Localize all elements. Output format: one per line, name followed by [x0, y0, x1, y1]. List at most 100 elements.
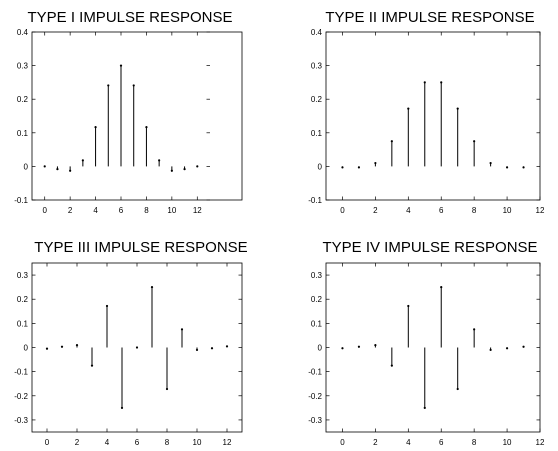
y-tick-label: 0.1: [311, 319, 323, 328]
stem-marker: [407, 107, 410, 110]
stem-marker: [225, 345, 229, 348]
x-tick-label: 10: [503, 438, 512, 447]
stem-marker: [196, 165, 199, 168]
plot-frame: [325, 31, 541, 201]
y-tick-label: -0.1: [308, 368, 322, 377]
x-tick-label: 4: [93, 206, 98, 215]
y-tick-label: 0.1: [311, 129, 323, 138]
x-tick-label: 2: [75, 438, 80, 447]
stem-marker: [522, 345, 525, 348]
stem-marker: [165, 387, 169, 391]
stem-marker: [456, 387, 459, 391]
y-tick-label: -0.2: [14, 392, 28, 401]
y-tick-label: 0.3: [311, 62, 323, 71]
y-tick-label: 0.1: [17, 319, 29, 328]
stem-marker: [60, 345, 64, 348]
panel-title: TYPE I IMPULSE RESPONSE: [27, 9, 232, 26]
y-tick-label: 0.2: [17, 95, 29, 104]
stem-marker: [374, 343, 377, 347]
stem-marker: [341, 347, 344, 350]
stem-marker: [43, 165, 46, 168]
y-tick-label: 0: [24, 344, 29, 353]
panel-type-3: TYPE III IMPULSE RESPONSE 0 2 4 6 8 10 12 -0.3 -…: [14, 239, 248, 447]
x-tick-label: 10: [167, 206, 176, 215]
stem-marker: [158, 159, 161, 162]
y-tick-label: -0.1: [14, 368, 28, 377]
stem-marker: [423, 81, 426, 84]
x-tick-label: 2: [373, 206, 378, 215]
x-tick-label: 10: [503, 206, 512, 215]
stem-marker: [107, 84, 110, 87]
x-tick-label: 10: [193, 438, 202, 447]
stem-marker: [440, 286, 443, 289]
stem-marker: [145, 125, 148, 129]
stem-marker: [505, 166, 509, 169]
stem-marker: [210, 347, 214, 350]
x-tick-label: 4: [406, 438, 411, 447]
y-tick-label: -0.3: [14, 416, 28, 425]
stem-marker: [132, 84, 135, 87]
stem-marker: [75, 343, 79, 347]
stem-marker: [473, 328, 476, 331]
x-tick-label: 0: [340, 438, 345, 447]
stem-marker: [183, 167, 186, 171]
y-tick-label: 0.4: [17, 28, 29, 37]
panel-title: TYPE III IMPULSE RESPONSE: [34, 239, 247, 256]
stem-marker: [119, 64, 123, 67]
stem-marker: [341, 166, 344, 169]
stem-marker: [90, 364, 94, 367]
y-tick-label: -0.1: [308, 196, 322, 205]
panel-title: TYPE IV IMPULSE RESPONSE: [322, 239, 537, 256]
stem-marker: [180, 328, 184, 331]
stem-marker: [423, 406, 426, 409]
stem-marker: [69, 169, 72, 172]
stem-marker: [120, 406, 124, 409]
stem-marker: [456, 107, 459, 110]
x-tick-label: 12: [223, 438, 232, 447]
stem-marker: [357, 345, 361, 348]
x-tick-label: 12: [193, 206, 202, 215]
x-tick-label: 2: [68, 206, 73, 215]
y-tick-label: 0.3: [311, 271, 323, 280]
y-tick-label: 0.1: [17, 129, 29, 138]
y-tick-label: 0: [318, 344, 323, 353]
x-tick-label: 8: [165, 438, 170, 447]
stem-marker: [105, 304, 109, 308]
x-tick-label: 6: [119, 206, 124, 215]
x-tick-label: 6: [439, 438, 444, 447]
stem-marker: [505, 347, 509, 350]
stem-marker: [357, 166, 361, 169]
stem-marker: [489, 161, 492, 165]
stem-marker: [81, 159, 84, 162]
stem-marker: [135, 346, 139, 349]
stem-marker: [390, 140, 393, 143]
x-tick-label: 2: [373, 438, 378, 447]
y-tick-label: -0.3: [308, 416, 322, 425]
stem-marker: [374, 161, 377, 165]
x-tick-label: 0: [45, 438, 50, 447]
x-tick-label: 4: [406, 206, 411, 215]
x-tick-label: 8: [472, 206, 477, 215]
y-tick-label: -0.1: [14, 196, 28, 205]
stem-marker: [45, 347, 49, 350]
stem-marker: [407, 304, 410, 308]
x-tick-label: 0: [42, 206, 47, 215]
x-tick-label: 0: [340, 206, 345, 215]
panel-type-2: TYPE II IMPULSE RESPONSE 0 2 4 6 8 10 12 -0.1 0 0…: [308, 9, 545, 215]
stem-marker: [195, 348, 199, 352]
stem-marker: [170, 169, 173, 172]
panel-type-1: TYPE I IMPULSE RESPONSE 0 2 4 6 8 10 12 -0.1 0 0.…: [14, 9, 243, 215]
stem-marker: [150, 286, 154, 289]
panel-type-4: TYPE IV IMPULSE RESPONSE 0 2 4 6 8 10 12 -0.3 -0…: [308, 239, 545, 447]
y-tick-label: 0: [318, 162, 323, 171]
y-tick-label: 0.2: [311, 295, 323, 304]
y-tick-label: 0.3: [17, 271, 29, 280]
y-tick-label: -0.2: [308, 392, 322, 401]
stem-marker: [440, 81, 443, 84]
x-tick-label: 6: [135, 438, 140, 447]
stem-marker: [522, 166, 525, 169]
y-tick-label: 0.3: [17, 62, 29, 71]
x-tick-label: 12: [536, 438, 545, 447]
